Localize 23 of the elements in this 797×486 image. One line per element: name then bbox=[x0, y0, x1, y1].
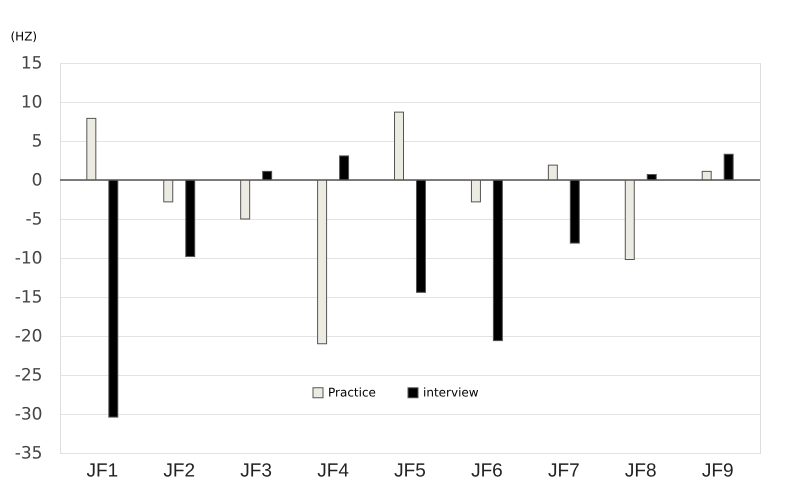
legend-label: interview bbox=[423, 386, 479, 400]
y-tick-label: 15 bbox=[20, 54, 42, 74]
x-tick-label: JF2 bbox=[163, 460, 196, 482]
y-tick-label: 10 bbox=[20, 92, 42, 112]
y-tick-label: -35 bbox=[14, 444, 42, 464]
x-tick-label: JF7 bbox=[548, 460, 580, 482]
y-tick-label: -30 bbox=[14, 404, 42, 424]
x-tick-label: JF3 bbox=[240, 460, 272, 482]
x-tick-label: JF6 bbox=[471, 460, 503, 482]
x-tick-label: JF4 bbox=[317, 460, 350, 482]
y-tick-label: -5 bbox=[26, 210, 42, 230]
legend-label: Practice bbox=[328, 386, 376, 400]
y-tick-label: 0 bbox=[32, 170, 42, 190]
y-axis-title: (HZ) bbox=[10, 30, 38, 44]
x-tick-label: JF5 bbox=[394, 460, 426, 482]
x-tick-label: JF1 bbox=[86, 460, 118, 482]
y-tick-label: -20 bbox=[14, 326, 42, 346]
x-tick-label: JF8 bbox=[624, 460, 657, 482]
y-tick-label: 5 bbox=[32, 132, 42, 152]
y-tick-label: -25 bbox=[14, 366, 42, 386]
y-tick-label: -15 bbox=[14, 288, 42, 308]
y-tick-label: -10 bbox=[14, 248, 42, 268]
x-tick-label: JF9 bbox=[702, 460, 734, 482]
